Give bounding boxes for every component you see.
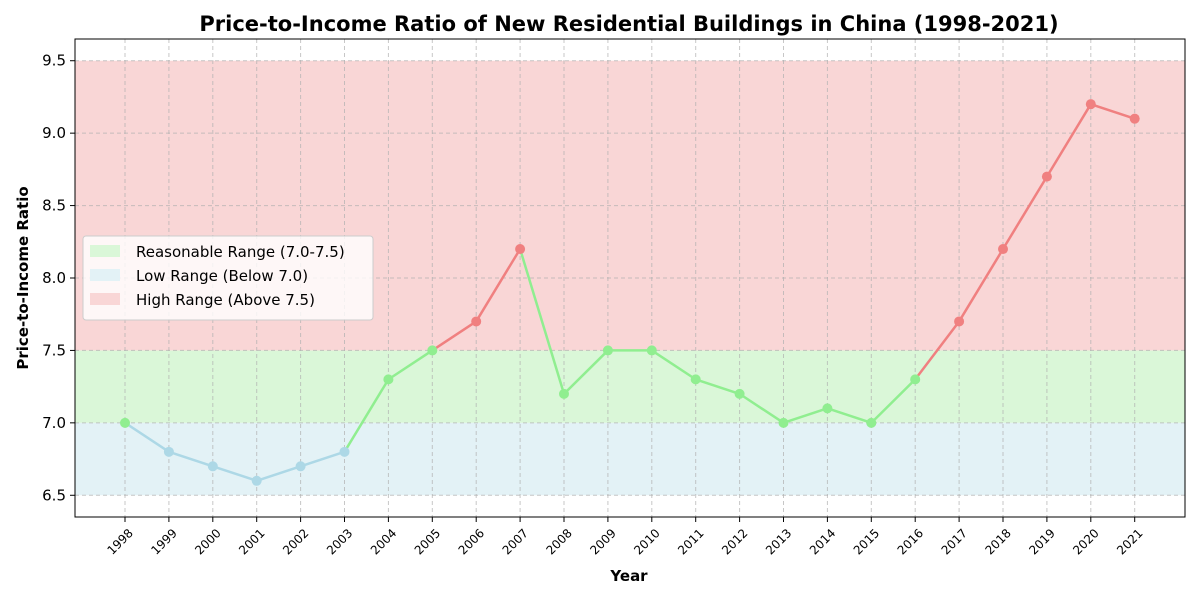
legend: Reasonable Range (7.0-7.5) Low Range (Bel… bbox=[82, 235, 374, 321]
x-tick-label: 2001 bbox=[236, 526, 267, 557]
data-point-2018 bbox=[998, 244, 1008, 255]
data-point-2011 bbox=[690, 374, 701, 385]
x-tick-label: 2014 bbox=[807, 526, 838, 557]
data-point-2010 bbox=[646, 345, 657, 356]
data-point-2003 bbox=[339, 446, 350, 457]
legend-box bbox=[82, 235, 374, 321]
series-segment-2005 bbox=[387, 349, 434, 381]
x-axis-ticks: 1998 1999 2000 2001 2002 2003 2004 2005 2006 2007… bbox=[104, 517, 1146, 558]
series-segment-2013 bbox=[738, 392, 785, 425]
x-tick-label: 2020 bbox=[1070, 526, 1101, 557]
series-segment-2008 bbox=[518, 247, 566, 396]
x-tick-label: 1998 bbox=[104, 526, 135, 557]
band-1 bbox=[75, 422, 1185, 496]
x-tick-label: 2005 bbox=[412, 526, 443, 557]
series-segment-2016 bbox=[870, 378, 917, 425]
data-point-2006 bbox=[471, 316, 482, 327]
y-tick-label: 9.0 bbox=[42, 124, 66, 142]
x-tick-label: 2009 bbox=[587, 526, 618, 557]
x-tick-label: 2017 bbox=[939, 526, 970, 557]
series-segment-2004 bbox=[343, 378, 390, 454]
data-point-2021 bbox=[1129, 113, 1140, 124]
x-tick-label: 2021 bbox=[1114, 526, 1145, 557]
x-tick-label: 2003 bbox=[324, 526, 355, 557]
data-point-2009 bbox=[602, 345, 613, 356]
legend-swatch bbox=[90, 269, 120, 281]
series-points bbox=[120, 99, 1140, 486]
series-segment-2018 bbox=[957, 247, 1005, 323]
band-0 bbox=[75, 350, 1185, 423]
chart-title: Price-to-Income Ratio of New Residential… bbox=[199, 12, 1058, 36]
series-segment-2001 bbox=[211, 465, 258, 483]
series-segment-2006 bbox=[431, 320, 478, 352]
y-tick-label: 8.5 bbox=[42, 197, 66, 215]
data-point-2019 bbox=[1041, 171, 1052, 182]
data-point-2014 bbox=[822, 403, 833, 414]
data-point-2017 bbox=[954, 316, 965, 327]
data-point-2020 bbox=[1085, 99, 1096, 110]
data-point-2007 bbox=[515, 244, 526, 255]
x-tick-label: 2018 bbox=[982, 526, 1013, 557]
series-segment-2015 bbox=[826, 407, 873, 425]
legend-label: High Range (Above 7.5) bbox=[136, 291, 315, 309]
data-point-1999 bbox=[163, 446, 174, 457]
series-segment-2002 bbox=[255, 465, 302, 483]
series-segment-1999 bbox=[123, 421, 171, 454]
series-segment-2014 bbox=[782, 407, 829, 425]
x-tick-label: 1999 bbox=[148, 526, 179, 557]
x-tick-label: 2019 bbox=[1026, 526, 1057, 557]
data-point-2000 bbox=[207, 461, 218, 472]
y-tick-label: 7.0 bbox=[42, 414, 66, 432]
x-tick-label: 2015 bbox=[851, 526, 882, 557]
series-segment-2000 bbox=[167, 450, 215, 468]
series-segment-2017 bbox=[913, 320, 961, 381]
y-tick-label: 7.5 bbox=[42, 341, 66, 359]
series-segment-2012 bbox=[694, 378, 741, 396]
series-lines bbox=[123, 102, 1136, 483]
series-segment-2020 bbox=[1045, 102, 1093, 178]
x-tick-label: 2000 bbox=[192, 526, 223, 557]
y-tick-label: 8.0 bbox=[42, 269, 66, 287]
data-point-2012 bbox=[734, 388, 745, 399]
data-point-2013 bbox=[778, 417, 789, 428]
y-axis-label: Price-to-Income Ratio bbox=[14, 186, 32, 369]
data-point-2008 bbox=[559, 388, 569, 399]
x-axis-label: Year bbox=[609, 567, 648, 585]
y-axis-ticks: 6.5 7.0 7.5 8.0 8.5 9.0 9.5 bbox=[42, 52, 75, 504]
y-tick-label: 9.5 bbox=[42, 52, 66, 70]
legend-swatch bbox=[90, 293, 120, 305]
data-point-1998 bbox=[120, 417, 130, 428]
x-tick-label: 2012 bbox=[719, 526, 750, 557]
x-tick-label: 2007 bbox=[500, 526, 531, 557]
y-tick-label: 6.5 bbox=[42, 486, 66, 504]
x-tick-label: 2013 bbox=[763, 526, 794, 557]
x-tick-label: 2006 bbox=[456, 526, 487, 557]
x-tick-label: 2011 bbox=[675, 526, 706, 557]
x-tick-label: 2010 bbox=[631, 526, 662, 557]
series-segment-2021 bbox=[1089, 102, 1136, 120]
series-segment-2009 bbox=[562, 349, 610, 396]
x-tick-label: 2008 bbox=[543, 526, 574, 557]
data-point-2016 bbox=[910, 374, 921, 385]
x-tick-label: 2016 bbox=[895, 526, 926, 557]
x-tick-label: 2002 bbox=[280, 526, 311, 557]
legend-label: Reasonable Range (7.0-7.5) bbox=[136, 243, 345, 261]
series-segment-2007 bbox=[474, 247, 522, 323]
data-point-2002 bbox=[295, 461, 306, 472]
data-point-2015 bbox=[866, 417, 877, 428]
series-segment-2003 bbox=[299, 450, 346, 468]
legend-swatch bbox=[90, 245, 120, 257]
legend-label: Low Range (Below 7.0) bbox=[136, 267, 308, 285]
data-point-2001 bbox=[251, 475, 262, 486]
series-segment-2019 bbox=[1001, 175, 1049, 251]
data-point-2004 bbox=[383, 374, 394, 385]
x-tick-label: 2004 bbox=[368, 526, 399, 557]
series-segment-2011 bbox=[650, 349, 697, 381]
data-point-2005 bbox=[427, 345, 438, 356]
